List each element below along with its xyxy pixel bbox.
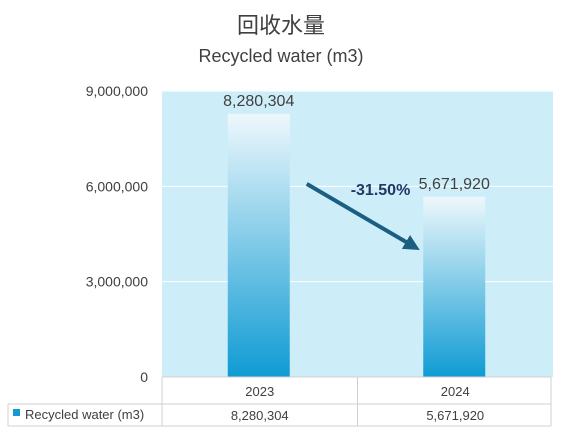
- legend-label: Recycled water (m3): [25, 407, 144, 422]
- y-tick-label: 6,000,000: [86, 178, 148, 194]
- chart-subtitle: Recycled water (m3): [198, 46, 364, 66]
- x-tick-label: 2023: [245, 384, 274, 399]
- bar: [423, 196, 486, 377]
- y-tick-label: 3,000,000: [86, 274, 148, 290]
- chart-title: 回收水量: [236, 14, 325, 39]
- table-value: 5,671,920: [426, 408, 484, 423]
- bar: [227, 113, 290, 378]
- y-tick-label: 0: [140, 369, 148, 385]
- trend-arrow: [305, 182, 420, 250]
- y-tick-label: 9,000,000: [86, 83, 148, 99]
- plot-area: [162, 91, 553, 377]
- data-label: 5,671,920: [419, 176, 490, 193]
- table-value: 8,280,304: [231, 408, 289, 423]
- data-label: 8,280,304: [223, 93, 294, 110]
- legend-swatch: [13, 409, 20, 416]
- change-annotation: -31.50%: [351, 182, 411, 199]
- x-tick-label: 2024: [441, 384, 470, 399]
